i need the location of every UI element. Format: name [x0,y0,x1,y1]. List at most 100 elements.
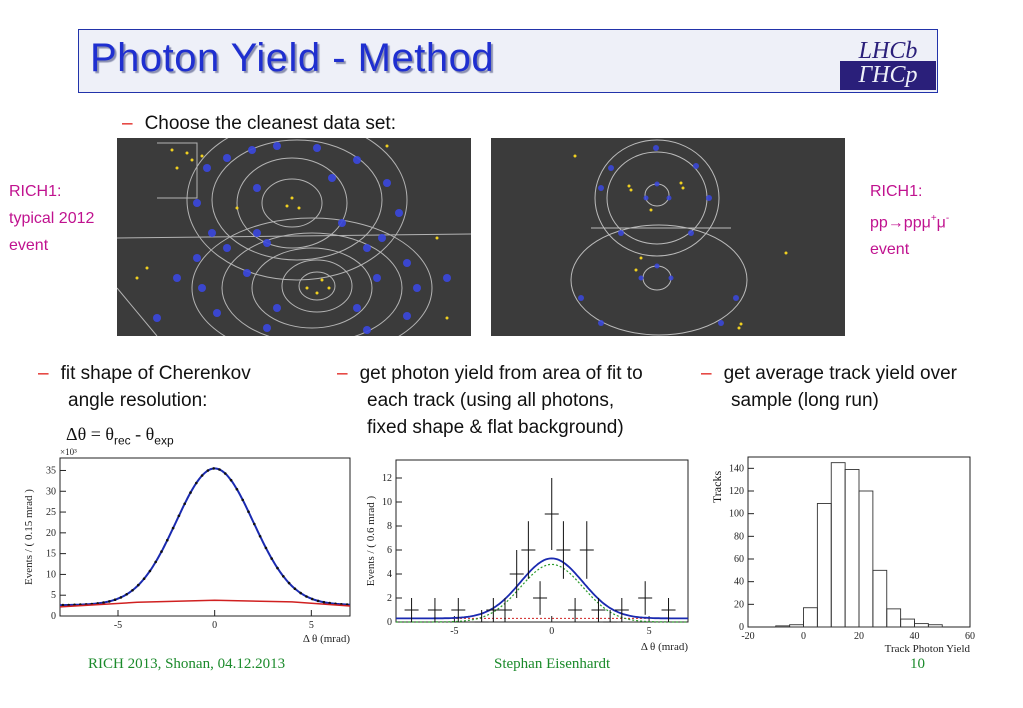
x-axis-label: Δ θ (mrad) [641,641,689,653]
fit-curve [396,557,688,620]
y-axis-label: Events / ( 0.15 mrad ) [23,489,35,585]
data-point [166,538,169,542]
right-label-line: event [870,241,910,259]
fit-curve [60,467,351,607]
y-tick-label: 15 [46,549,56,560]
left-label-line: typical 2012 [9,210,95,227]
histogram-bar [830,462,846,628]
x-tick-label: 0 [801,631,806,642]
data-point [137,583,140,587]
event-display-clean [491,138,845,336]
y-axis-label: Tracks [710,471,724,504]
plot-frame [59,457,351,617]
histogram-bar [858,490,874,628]
bullet-dash: – [337,363,348,384]
data-point [177,514,181,518]
left-label-line: RICH1: [9,183,62,200]
data-point [200,474,204,477]
left-event-label: RICH1: typical 2012 event [9,178,94,259]
bullet-average-yield: – get average track yield over sample (lo… [701,360,957,414]
formula-part: θ [145,424,155,444]
x-tick-label: -20 [741,631,754,642]
data-point [276,566,279,570]
plot-frame [395,459,689,623]
lhcb-logo: LHCb ГНСр [840,32,936,90]
data-point [142,577,146,580]
y-tick-label: 10 [382,497,392,508]
x-tick-label: 60 [965,631,975,642]
data-point [305,595,308,598]
bullet-dash: – [701,363,712,384]
formula-part: θ [105,424,114,444]
y-tick-label: 35 [46,465,56,476]
histogram-bar [900,618,915,628]
data-point [212,467,215,470]
bullet-dash: – [38,363,49,384]
x-tick-label: -5 [450,626,458,637]
data-point [119,596,123,599]
reaction-part: ppμ [903,214,931,232]
data-point [235,487,239,491]
logo-text-bottom: ГНСр [858,62,918,88]
data-point [270,557,273,560]
data-point [293,587,297,590]
y-tick-label: 40 [734,577,744,588]
x-tick-label: 20 [854,631,864,642]
bullet-line: get average track yield over [723,363,957,384]
resolution-formula: Δθ = θrec - θexp [66,424,174,448]
histogram-bar [789,624,804,628]
data-point [195,481,198,485]
x-tick-label: -5 [114,620,122,631]
data-point [241,498,244,502]
formula-sub: exp [154,433,174,448]
y-tick-label: 6 [387,545,392,556]
reaction-part: pp [870,214,888,232]
y-tick-label: 60 [734,554,744,565]
left-label-line: event [9,237,49,254]
y-tick-label: 0 [387,617,392,628]
reaction-arrow: → [887,214,904,232]
data-point [253,522,256,526]
y-tick-label: 8 [387,521,392,532]
data-point [282,575,285,578]
data-point [311,597,314,601]
y-tick-label: 80 [734,531,744,542]
histogram-bar [927,624,943,628]
chart-photon-yield-fit: -5 0 5 0 2 4 6 8 10 12 Δ θ (mrad) Events / ( 0.6 mr… [365,459,689,653]
y-tick-label: 25 [46,507,56,518]
formula-part: = [86,424,106,444]
x-tick-label: 0 [549,626,554,637]
data-point [264,546,268,550]
x-tick-label: 0 [212,620,217,631]
y-tick-label: 2 [387,593,392,604]
bullet-line: sample (long run) [731,390,879,411]
logo-text-top: LHCb [858,38,918,64]
histogram-bar [816,503,832,628]
data-point [218,468,221,471]
data-point [61,603,65,607]
main-bullet: – Choose the cleanest data set: [122,110,396,137]
x-tick-label: 40 [910,631,920,642]
data-point [322,600,326,604]
signal-curve [396,563,688,623]
data-point [206,469,210,472]
bullet-line: get photon yield from area of fit to [359,363,643,384]
y-tick-label: 140 [729,463,744,474]
right-event-label: RICH1: pp→ppμ+μ- event [870,178,949,263]
event-display-typical [117,138,471,336]
formula-part: Δθ [66,424,87,444]
histogram-bar [775,625,791,628]
data-point [328,601,332,605]
x-axis-label: Track Photon Yield [885,643,971,655]
data-point [189,491,192,494]
histogram-bar [844,469,860,628]
data-point [247,510,250,513]
data-point [125,593,128,596]
data-point [154,560,157,564]
title-bar [78,29,938,93]
data-point [287,581,291,585]
y-axis-label: Events / ( 0.6 mrad ) [365,495,377,586]
y-tick-label: 100 [729,509,744,520]
bullet-line: fit shape of Cherenkov [60,363,251,384]
x-tick-label: 5 [309,620,314,631]
